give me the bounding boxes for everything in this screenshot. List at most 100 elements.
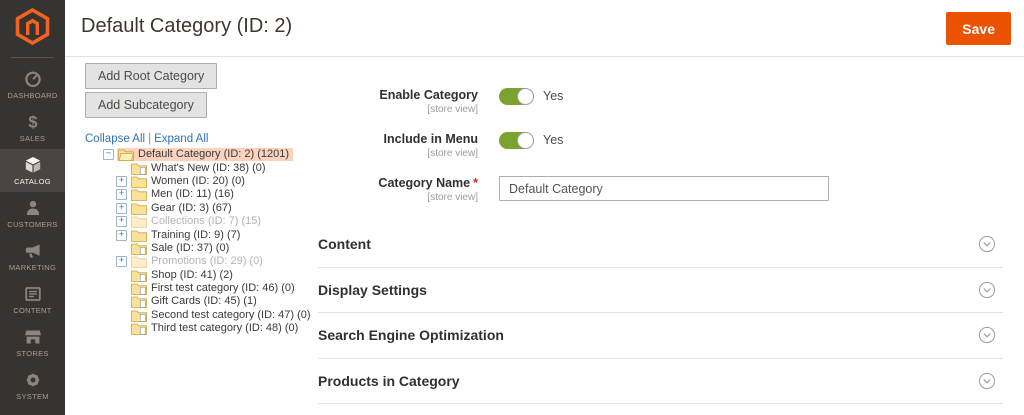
tree-node[interactable]: + Gear (ID: 3) (67): [85, 202, 320, 215]
required-asterisk: *: [473, 176, 478, 190]
section-search-engine-optimization[interactable]: Search Engine Optimization: [318, 313, 1003, 359]
tree-node-label: Men (ID: 11) (16): [151, 188, 234, 201]
sidebar-item-catalog[interactable]: Catalog: [0, 149, 65, 192]
sidebar-item-marketing[interactable]: Marketing: [0, 235, 65, 278]
sidebar-item-stores[interactable]: Stores: [0, 321, 65, 364]
tree-node[interactable]: Shop (ID: 41) (2): [85, 269, 320, 282]
chevron-down-icon[interactable]: [978, 235, 996, 253]
tree-node-label: Shop (ID: 41) (2): [151, 268, 233, 281]
tree-node[interactable]: First test category (ID: 46) (0): [85, 282, 320, 295]
section-content[interactable]: Content: [318, 222, 1003, 268]
folder-icon: [131, 188, 147, 202]
chevron-down-icon[interactable]: [978, 281, 996, 299]
sales-icon: $: [24, 112, 42, 131]
section-products-in-category[interactable]: Products in Category: [318, 359, 1003, 404]
system-icon: [24, 370, 42, 389]
folder-icon: [131, 309, 147, 322]
field-include-in-menu: Include in Menu [store view] Yes: [318, 132, 1008, 159]
folder-icon: [131, 255, 147, 269]
add-root-category-button[interactable]: Add Root Category: [85, 63, 218, 89]
save-button[interactable]: Save: [946, 12, 1011, 45]
tree-node[interactable]: Gift Cards (ID: 45) (1): [85, 295, 320, 309]
folder-icon: [131, 269, 147, 282]
folder-icon: [131, 229, 147, 242]
tree-node[interactable]: + Men (ID: 11) (16): [85, 188, 320, 202]
tree-expander-icon[interactable]: −: [103, 149, 114, 161]
tree-expander-icon[interactable]: +: [116, 216, 127, 228]
folder-icon: [131, 215, 147, 229]
sidebar-item-content[interactable]: Content: [0, 278, 65, 321]
content-icon: [24, 284, 42, 303]
tree-expander-icon[interactable]: +: [116, 189, 127, 201]
include-in-menu-toggle[interactable]: [499, 132, 534, 149]
folder-icon: [131, 202, 147, 215]
sidebar-divider: [11, 57, 54, 58]
sidebar-nav: Dashboard $ Sales Catalog: [0, 63, 65, 407]
tree-expander-icon[interactable]: +: [116, 176, 127, 187]
category-name-input[interactable]: [499, 176, 829, 201]
tree-node[interactable]: Third test category (ID: 48) (0): [85, 322, 320, 336]
sidebar-item-sales[interactable]: $ Sales: [19, 112, 46, 143]
category-tree: − Default Category (ID: 2) (1201): [85, 148, 320, 336]
tree-node-label: Promotions (ID: 29) (0): [151, 255, 263, 268]
page-header: Default Category (ID: 2) Save: [65, 0, 1024, 57]
admin-sidebar: Dashboard $ Sales Catalog: [0, 0, 65, 415]
tree-node-label: What's New (ID: 38) (0): [151, 161, 266, 174]
catalog-icon: [24, 155, 42, 174]
page-title: Default Category (ID: 2): [81, 15, 293, 37]
field-label: Include in Menu: [383, 132, 478, 146]
folder-icon: [118, 148, 134, 162]
folder-icon: [131, 322, 147, 336]
sidebar-item-customers[interactable]: Customers: [0, 192, 65, 235]
section-display-settings[interactable]: Display Settings: [318, 268, 1003, 313]
tree-node-label: Sale (ID: 37) (0): [151, 241, 230, 254]
tree-node-label: Third test category (ID: 48) (0): [151, 322, 299, 335]
tree-node-label: Collections (ID: 7) (15): [151, 215, 262, 228]
enable-category-toggle[interactable]: [499, 88, 534, 105]
category-tree-panel: Add Root Category Add Subcategory Collap…: [85, 63, 320, 336]
field-scope: [store view]: [427, 148, 478, 159]
add-subcategory-button[interactable]: Add Subcategory: [85, 92, 207, 118]
sidebar-item-dashboard[interactable]: Dashboard: [0, 63, 65, 106]
folder-icon: [131, 175, 147, 188]
tree-node-label: Gear (ID: 3) (67): [151, 201, 232, 214]
dashboard-icon: [24, 69, 42, 88]
folder-icon: [131, 162, 147, 175]
accordion-sections: Content Display Settings Search Engine O…: [318, 222, 1003, 404]
tree-node-label: Default Category (ID: 2) (1201): [138, 148, 290, 161]
tree-node-label: Gift Cards (ID: 45) (1): [151, 295, 257, 308]
magento-logo[interactable]: [14, 7, 51, 50]
folder-icon: [131, 295, 147, 309]
sidebar-item-system[interactable]: System: [0, 364, 65, 407]
tree-node[interactable]: − Default Category (ID: 2) (1201): [85, 148, 320, 162]
chevron-down-icon[interactable]: [978, 372, 996, 390]
tree-node[interactable]: What's New (ID: 38) (0): [85, 161, 320, 175]
field-scope: [store view]: [427, 104, 478, 115]
tree-node[interactable]: + Women (ID: 20) (0): [85, 175, 320, 188]
collapse-all-link[interactable]: Collapse All: [85, 133, 146, 145]
tree-node[interactable]: + Training (ID: 9) (7): [85, 228, 320, 242]
chevron-down-icon[interactable]: [978, 326, 996, 344]
link-separator: |: [148, 133, 152, 145]
tree-node[interactable]: Second test category (ID: 47) (0): [85, 309, 320, 322]
folder-icon: [131, 242, 147, 255]
marketing-icon: [24, 241, 42, 260]
stores-icon: [24, 327, 42, 346]
tree-expander-icon[interactable]: +: [116, 229, 127, 241]
toggle-value-label: Yes: [543, 133, 564, 147]
expand-all-link[interactable]: Expand All: [154, 133, 209, 145]
customers-icon: [24, 198, 42, 217]
tree-node[interactable]: + Promotions (ID: 29) (0): [85, 255, 320, 269]
tree-node[interactable]: + Collections (ID: 7) (15): [85, 215, 320, 229]
category-form: Enable Category [store view] Yes Include…: [318, 88, 1008, 220]
field-scope: [store view]: [427, 192, 478, 203]
field-label: Enable Category: [379, 88, 478, 102]
toggle-knob: [517, 132, 534, 149]
toggle-value-label: Yes: [543, 89, 564, 103]
tree-expander-icon[interactable]: +: [116, 256, 127, 268]
toggle-knob: [517, 88, 534, 105]
tree-node[interactable]: Sale (ID: 37) (0): [85, 242, 320, 255]
tree-expander-icon[interactable]: +: [116, 203, 127, 214]
field-enable-category: Enable Category [store view] Yes: [318, 88, 1008, 115]
tree-node-label: Second test category (ID: 47) (0): [151, 308, 311, 321]
